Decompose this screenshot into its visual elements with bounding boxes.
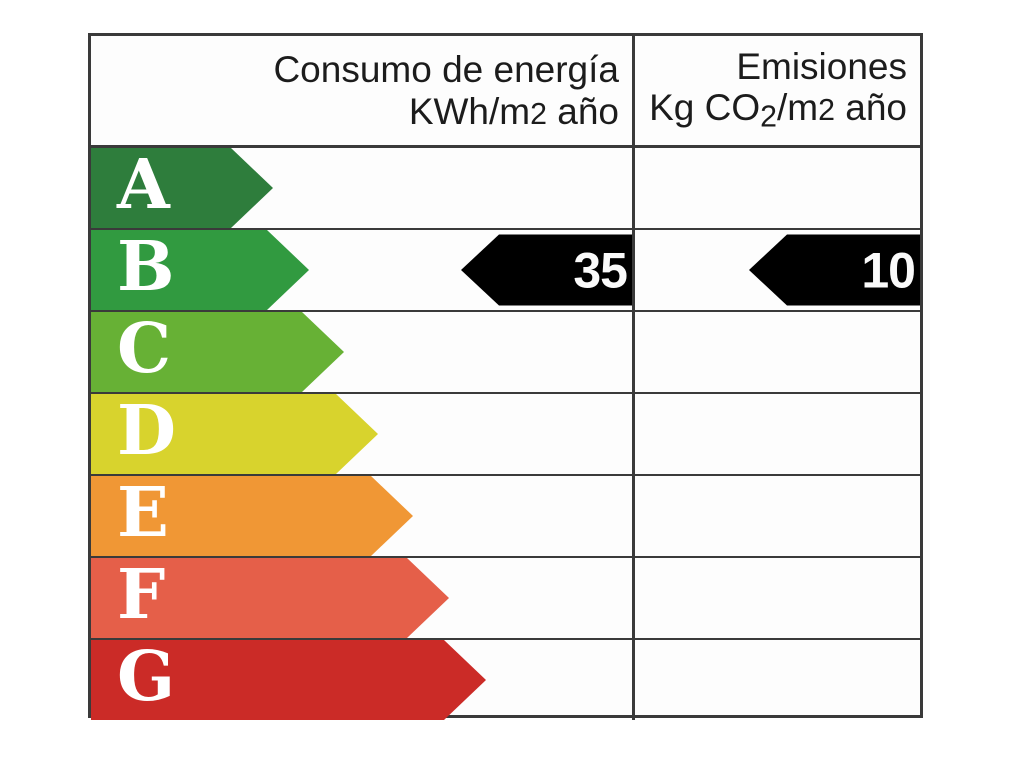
emissions-cell-a bbox=[635, 148, 920, 228]
rating-letter-f: F bbox=[117, 555, 166, 635]
rating-row-e: E bbox=[91, 474, 920, 556]
consumption-cell-c: C bbox=[91, 312, 635, 392]
consumption-cell-g: G bbox=[91, 640, 635, 720]
consumption-cell-e: E bbox=[91, 476, 635, 556]
emissions-value-arrow-value: 10 bbox=[861, 242, 916, 298]
header-consumption-title: Consumo de energía bbox=[273, 49, 619, 91]
consumption-cell-b: B 35 bbox=[91, 230, 635, 310]
rating-row-f: F bbox=[91, 556, 920, 638]
emissions-cell-e bbox=[635, 476, 920, 556]
header-consumption-column: Consumo de energía KWh/m2 año bbox=[91, 36, 635, 145]
unit-exponent: 2 bbox=[530, 97, 547, 131]
header-emissions-title: Emisiones bbox=[736, 45, 907, 87]
table-header: Consumo de energía KWh/m2 año Emisiones … bbox=[91, 36, 920, 148]
emissions-cell-g bbox=[635, 640, 920, 720]
rating-letter-e: E bbox=[117, 473, 169, 553]
unit-text: año bbox=[546, 90, 619, 132]
unit-text: Kg CO bbox=[649, 87, 761, 129]
consumption-cell-a: A bbox=[91, 148, 635, 228]
rating-row-a: A bbox=[91, 148, 920, 228]
emissions-cell-f bbox=[635, 558, 920, 638]
consumption-value-arrow: 35 bbox=[461, 234, 632, 306]
emissions-cell-d bbox=[635, 394, 920, 474]
rating-letter-c: C bbox=[117, 309, 172, 389]
rating-arrow-e: E bbox=[91, 476, 413, 556]
header-consumption-units: KWh/m2 año bbox=[409, 91, 619, 132]
rating-arrow-b: B bbox=[91, 230, 309, 310]
rating-arrow-d: D bbox=[91, 394, 378, 474]
unit-text: /m bbox=[777, 87, 819, 129]
rating-arrow-g: G bbox=[91, 640, 486, 720]
rating-table: Consumo de energía KWh/m2 año Emisiones … bbox=[88, 33, 923, 720]
rating-arrow-a: A bbox=[91, 148, 273, 228]
unit-exponent: 2 bbox=[818, 94, 835, 128]
consumption-cell-f: F bbox=[91, 558, 635, 638]
rating-arrow-c: C bbox=[91, 312, 344, 392]
unit-subscript: 2 bbox=[760, 101, 777, 135]
consumption-value-arrow-value: 35 bbox=[573, 242, 628, 298]
header-emissions-column: Emisiones Kg CO2/m2 año bbox=[635, 36, 920, 145]
rating-row-c: C bbox=[91, 310, 920, 392]
consumption-cell-d: D bbox=[91, 394, 635, 474]
emissions-cell-c bbox=[635, 312, 920, 392]
emissions-value-arrow: 10 bbox=[749, 234, 920, 306]
emissions-cell-b: 10 bbox=[635, 230, 920, 310]
unit-text: KWh/m bbox=[408, 90, 531, 132]
header-emissions-units: Kg CO2/m2 año bbox=[649, 87, 907, 135]
rating-letter-g: G bbox=[117, 637, 176, 717]
rating-row-g: G bbox=[91, 638, 920, 720]
rating-letter-d: D bbox=[117, 391, 176, 471]
rating-letter-a: A bbox=[117, 145, 170, 225]
rating-row-d: D bbox=[91, 392, 920, 474]
rating-rows: A B 35 10 C D E F G bbox=[91, 148, 920, 720]
rating-arrow-f: F bbox=[91, 558, 449, 638]
unit-text: año bbox=[834, 87, 907, 129]
rating-letter-b: B bbox=[117, 227, 175, 307]
rating-row-b: B 35 10 bbox=[91, 228, 920, 310]
